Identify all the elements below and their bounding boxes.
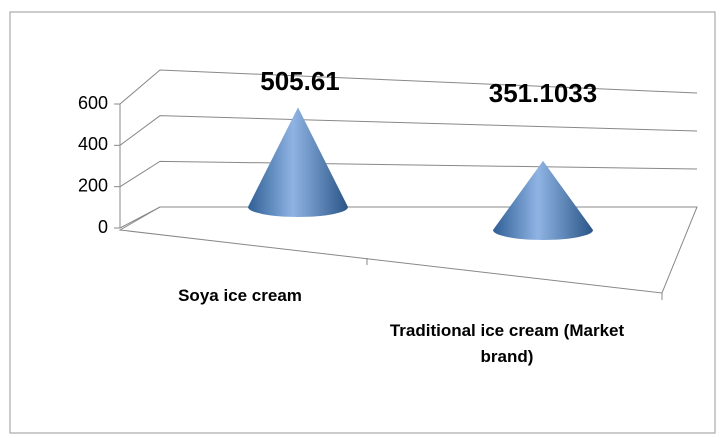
cone: [248, 107, 348, 217]
y-tick-label: 200: [78, 175, 108, 195]
cone: [493, 160, 593, 240]
y-tick-label: 600: [78, 93, 108, 113]
grid-line: [119, 115, 698, 146]
grid-line: [119, 160, 698, 188]
floor: [118, 206, 698, 294]
grid-line: [119, 206, 697, 229]
grid-line: [119, 69, 698, 105]
data-label: 505.61: [260, 66, 340, 97]
chart-border: [9, 11, 716, 434]
y-tick-label: 400: [78, 134, 108, 154]
x-tick-label: Soya ice cream: [178, 286, 302, 305]
x-tick-label: Traditional ice cream (Market brand): [389, 321, 625, 366]
y-tick-label: 0: [98, 217, 108, 237]
data-label: 351.1033: [488, 77, 598, 108]
